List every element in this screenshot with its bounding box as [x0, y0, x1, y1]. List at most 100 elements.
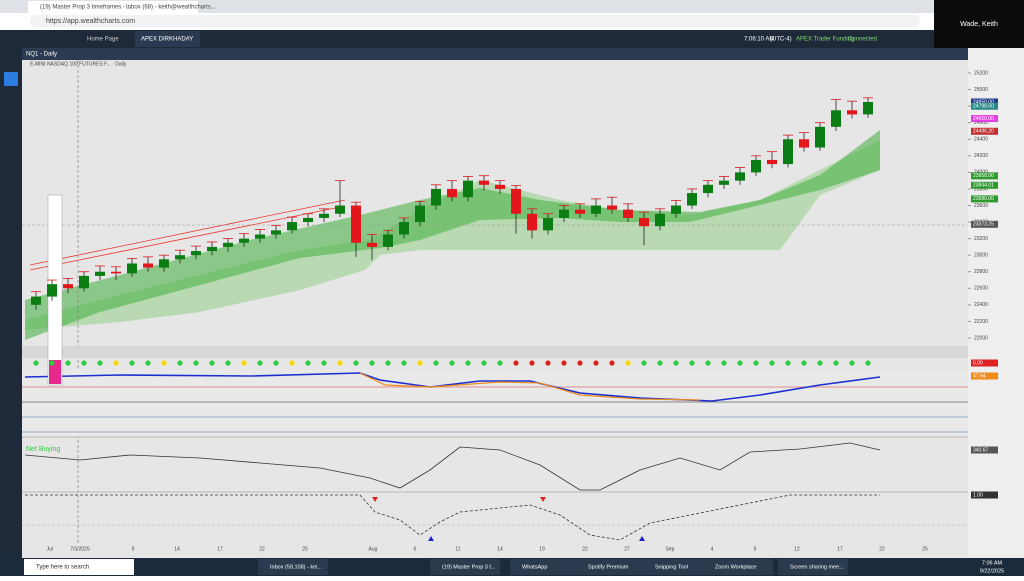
- price-tag-label: 24650.00: [973, 116, 994, 122]
- search-box[interactable]: [24, 559, 134, 575]
- x-tick-label: 27: [624, 546, 630, 552]
- candle-body: [47, 284, 57, 297]
- signal-dot: [161, 360, 167, 366]
- active-tab: [135, 31, 200, 47]
- candle-body: [319, 213, 329, 218]
- signal-dot: [577, 360, 583, 366]
- candle-body: [799, 139, 809, 148]
- taskbar-app[interactable]: [510, 559, 580, 575]
- signal-dot: [433, 360, 439, 366]
- candle-body: [735, 172, 745, 181]
- symbol: NQ1 - Daily: [26, 52, 57, 58]
- taskbar-app-label[interactable]: (19) Master Prop 3 t...: [442, 564, 496, 570]
- signal-dot: [513, 360, 519, 366]
- add-button[interactable]: [4, 72, 18, 86]
- x-tick-label: 22: [879, 546, 885, 552]
- taskbar-app[interactable]: [778, 559, 848, 575]
- candle-body: [303, 217, 313, 223]
- signal-dot: [209, 360, 215, 366]
- signal-dot: [561, 360, 567, 366]
- signal-dot: [593, 360, 599, 366]
- signal-dot: [417, 360, 423, 366]
- tray-time: 7:06 AM: [982, 560, 1003, 566]
- candle-body: [831, 110, 841, 127]
- y-tick-label: 24600: [974, 120, 988, 126]
- signal-dot: [225, 360, 231, 366]
- taskbar-app-label[interactable]: Zoom Workplace: [715, 564, 756, 570]
- signal-dot: [369, 360, 375, 366]
- candle-body: [575, 209, 585, 214]
- taskbar-app[interactable]: [576, 559, 646, 575]
- signal-dot: [49, 360, 55, 366]
- price-tag-label: 23844.01: [973, 183, 994, 189]
- signal-dot: [337, 360, 343, 366]
- signal-dot: [737, 360, 743, 366]
- candle-body: [399, 222, 409, 235]
- candle-body: [671, 205, 681, 214]
- y-tick-label: 24400: [974, 137, 988, 143]
- taskbar-app-label[interactable]: Spotify Premium: [588, 564, 629, 570]
- price-tag: [971, 98, 998, 106]
- taskbar-app[interactable]: [430, 559, 500, 575]
- signal-dot: [705, 360, 711, 366]
- signal-dot: [801, 360, 807, 366]
- x-tick-label: 17: [837, 546, 843, 552]
- taskbar-app-label[interactable]: Inbox (59,108) - kei...: [270, 564, 322, 570]
- x-tick-label: 9: [132, 546, 135, 552]
- signal-dot: [353, 360, 359, 366]
- taskbar-app[interactable]: [703, 559, 773, 575]
- signal-dot: [97, 360, 103, 366]
- status: Connected: [848, 37, 877, 43]
- signal-dot: [289, 360, 295, 366]
- candle-body: [431, 188, 441, 206]
- candle-body: [447, 188, 457, 198]
- x-tick-label: Aug: [369, 546, 378, 552]
- price-tag-label: 24496.20: [973, 129, 994, 135]
- nav-tab[interactable]: Home Page: [87, 37, 119, 43]
- candle-body: [863, 101, 873, 115]
- timezone: (UTC-4): [770, 37, 792, 43]
- taskbar-app[interactable]: [258, 559, 328, 575]
- color-swatch[interactable]: [49, 360, 61, 384]
- y-tick-label: 22400: [974, 302, 988, 308]
- x-tick-label: 25: [922, 546, 928, 552]
- nav-tab[interactable]: APEX DIRKHADAY: [141, 37, 193, 43]
- taskbar-app-label[interactable]: Snipping Tool: [655, 564, 688, 570]
- x-tick-label: 19: [539, 546, 545, 552]
- clock: 7:06:10 AM: [744, 37, 774, 43]
- y-tick-label: 25200: [974, 70, 988, 76]
- candle-body: [767, 159, 777, 165]
- x-tick-label: 17: [217, 546, 223, 552]
- oscillator-signal: [359, 372, 701, 401]
- taskbar-app-label[interactable]: Screen sharing mee...: [790, 564, 844, 570]
- candle-body: [623, 209, 633, 218]
- signal-dot: [273, 360, 279, 366]
- tab[interactable]: [28, 1, 198, 13]
- signal-dot: [481, 360, 487, 366]
- tab-title[interactable]: Inbox (68) - keith@wealthcharts...: [126, 5, 216, 11]
- price-tag-label: 23373.25: [973, 222, 994, 228]
- tab-strip: [0, 0, 1024, 13]
- indicator-cloud: [25, 140, 880, 330]
- candle-body: [655, 213, 665, 227]
- oscillator-dashed: [25, 494, 880, 541]
- candle-body: [607, 205, 617, 210]
- signal-dot: [465, 360, 471, 366]
- signal-dot: [753, 360, 759, 366]
- signal-dot: [673, 360, 679, 366]
- readout-tag: [971, 359, 998, 367]
- taskbar-app[interactable]: [643, 559, 713, 575]
- taskbar-app-label[interactable]: WhatsApp: [522, 564, 547, 570]
- net-buying-line: [24, 442, 881, 491]
- price-tag: [971, 115, 998, 123]
- candle-body: [415, 205, 425, 223]
- y-tick-label: 23000: [974, 253, 988, 259]
- address-bar[interactable]: [30, 15, 920, 27]
- signal-dot: [33, 360, 39, 366]
- candle-body: [639, 217, 649, 227]
- candle-body: [143, 263, 153, 268]
- candle-body: [719, 180, 729, 185]
- x-tick-label: 14: [174, 546, 180, 552]
- url: https://app.wealthcharts.com: [46, 18, 135, 25]
